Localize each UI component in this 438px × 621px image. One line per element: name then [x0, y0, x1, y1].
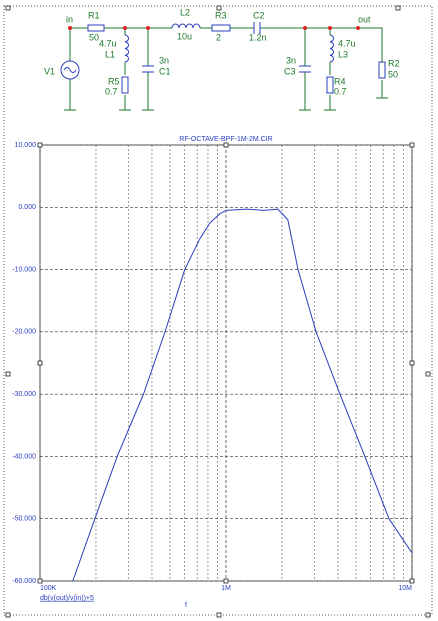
y-tick-label: 10.000 — [15, 142, 37, 149]
capacitor — [142, 22, 311, 73]
source — [60, 60, 80, 80]
label: 1.2n — [249, 32, 267, 42]
label: 50 — [89, 32, 99, 42]
x-tick-label: 1M — [221, 585, 231, 592]
resistor — [378, 61, 386, 79]
label: V1 — [44, 66, 55, 76]
label: out — [358, 14, 371, 24]
label: 0.7 — [105, 86, 118, 96]
inductor — [171, 23, 201, 29]
schematic: in R1 50 4.7u L1 R5 0.7 3n C1 L2 10u R3 … — [44, 7, 400, 111]
label: 4.7u — [99, 38, 117, 48]
handle — [425, 371, 431, 377]
label: R3 — [215, 10, 227, 20]
handle — [425, 612, 431, 618]
handle — [409, 142, 415, 148]
handle — [409, 360, 415, 366]
frame — [3, 5, 433, 616]
node — [356, 26, 360, 30]
line — [72, 208, 413, 582]
resistor — [211, 24, 231, 32]
source-wave — [63, 67, 77, 73]
label: 3n — [286, 55, 296, 65]
label: C3 — [284, 66, 296, 76]
y-tick-label: -50.000 — [12, 516, 36, 523]
y-tick-label: -10.000 — [12, 266, 36, 273]
inductor — [329, 34, 334, 63]
chart-title: RF-OCTAVE-BPF-1M-2M.CIR — [179, 136, 272, 143]
x-tick-label: 100K — [40, 585, 57, 592]
grounds — [64, 97, 388, 111]
label: 4.7u — [338, 38, 356, 48]
label: R5 — [108, 76, 120, 86]
node — [146, 26, 150, 30]
node — [123, 26, 127, 30]
handle — [395, 5, 401, 11]
label: 0.7 — [334, 86, 347, 96]
node — [328, 26, 332, 30]
y-axis-label: db(v(out)/v(in))+5 — [40, 595, 94, 602]
label: L3 — [338, 49, 348, 59]
label: R2 — [388, 58, 400, 68]
y-tick-label: -60.000 — [12, 578, 36, 585]
handle — [37, 142, 43, 148]
handle — [37, 360, 43, 366]
label: in — [66, 14, 73, 24]
label: 3n — [159, 55, 169, 65]
wires — [69, 27, 383, 110]
label: R4 — [334, 76, 346, 86]
handle — [223, 578, 229, 584]
handle — [216, 612, 222, 618]
y-tick-label: -40.000 — [12, 453, 36, 460]
x-tick-label: 10M — [398, 585, 412, 592]
handle — [216, 5, 222, 11]
y-tick-label: -30.000 — [12, 391, 36, 398]
label: 50 — [388, 69, 398, 79]
label: 10u — [177, 31, 192, 41]
handle — [223, 142, 229, 148]
label: C2 — [253, 10, 265, 20]
resistor — [87, 24, 105, 32]
y-tick-label: -20.000 — [12, 329, 36, 336]
handle — [409, 578, 415, 584]
handle — [5, 612, 11, 618]
label: L2 — [180, 7, 190, 17]
resistor — [326, 76, 334, 94]
label: C1 — [159, 66, 171, 76]
handle — [37, 578, 43, 584]
resistor — [121, 76, 129, 94]
label: L1 — [105, 49, 115, 59]
inductor — [124, 34, 129, 63]
node — [68, 26, 72, 30]
handle — [5, 371, 11, 377]
node — [303, 26, 307, 30]
x-axis-label: f — [185, 602, 187, 609]
y-tick-label: 0.000 — [18, 204, 36, 211]
handle — [5, 5, 11, 11]
label: R1 — [88, 10, 100, 20]
label: 2 — [216, 32, 221, 42]
